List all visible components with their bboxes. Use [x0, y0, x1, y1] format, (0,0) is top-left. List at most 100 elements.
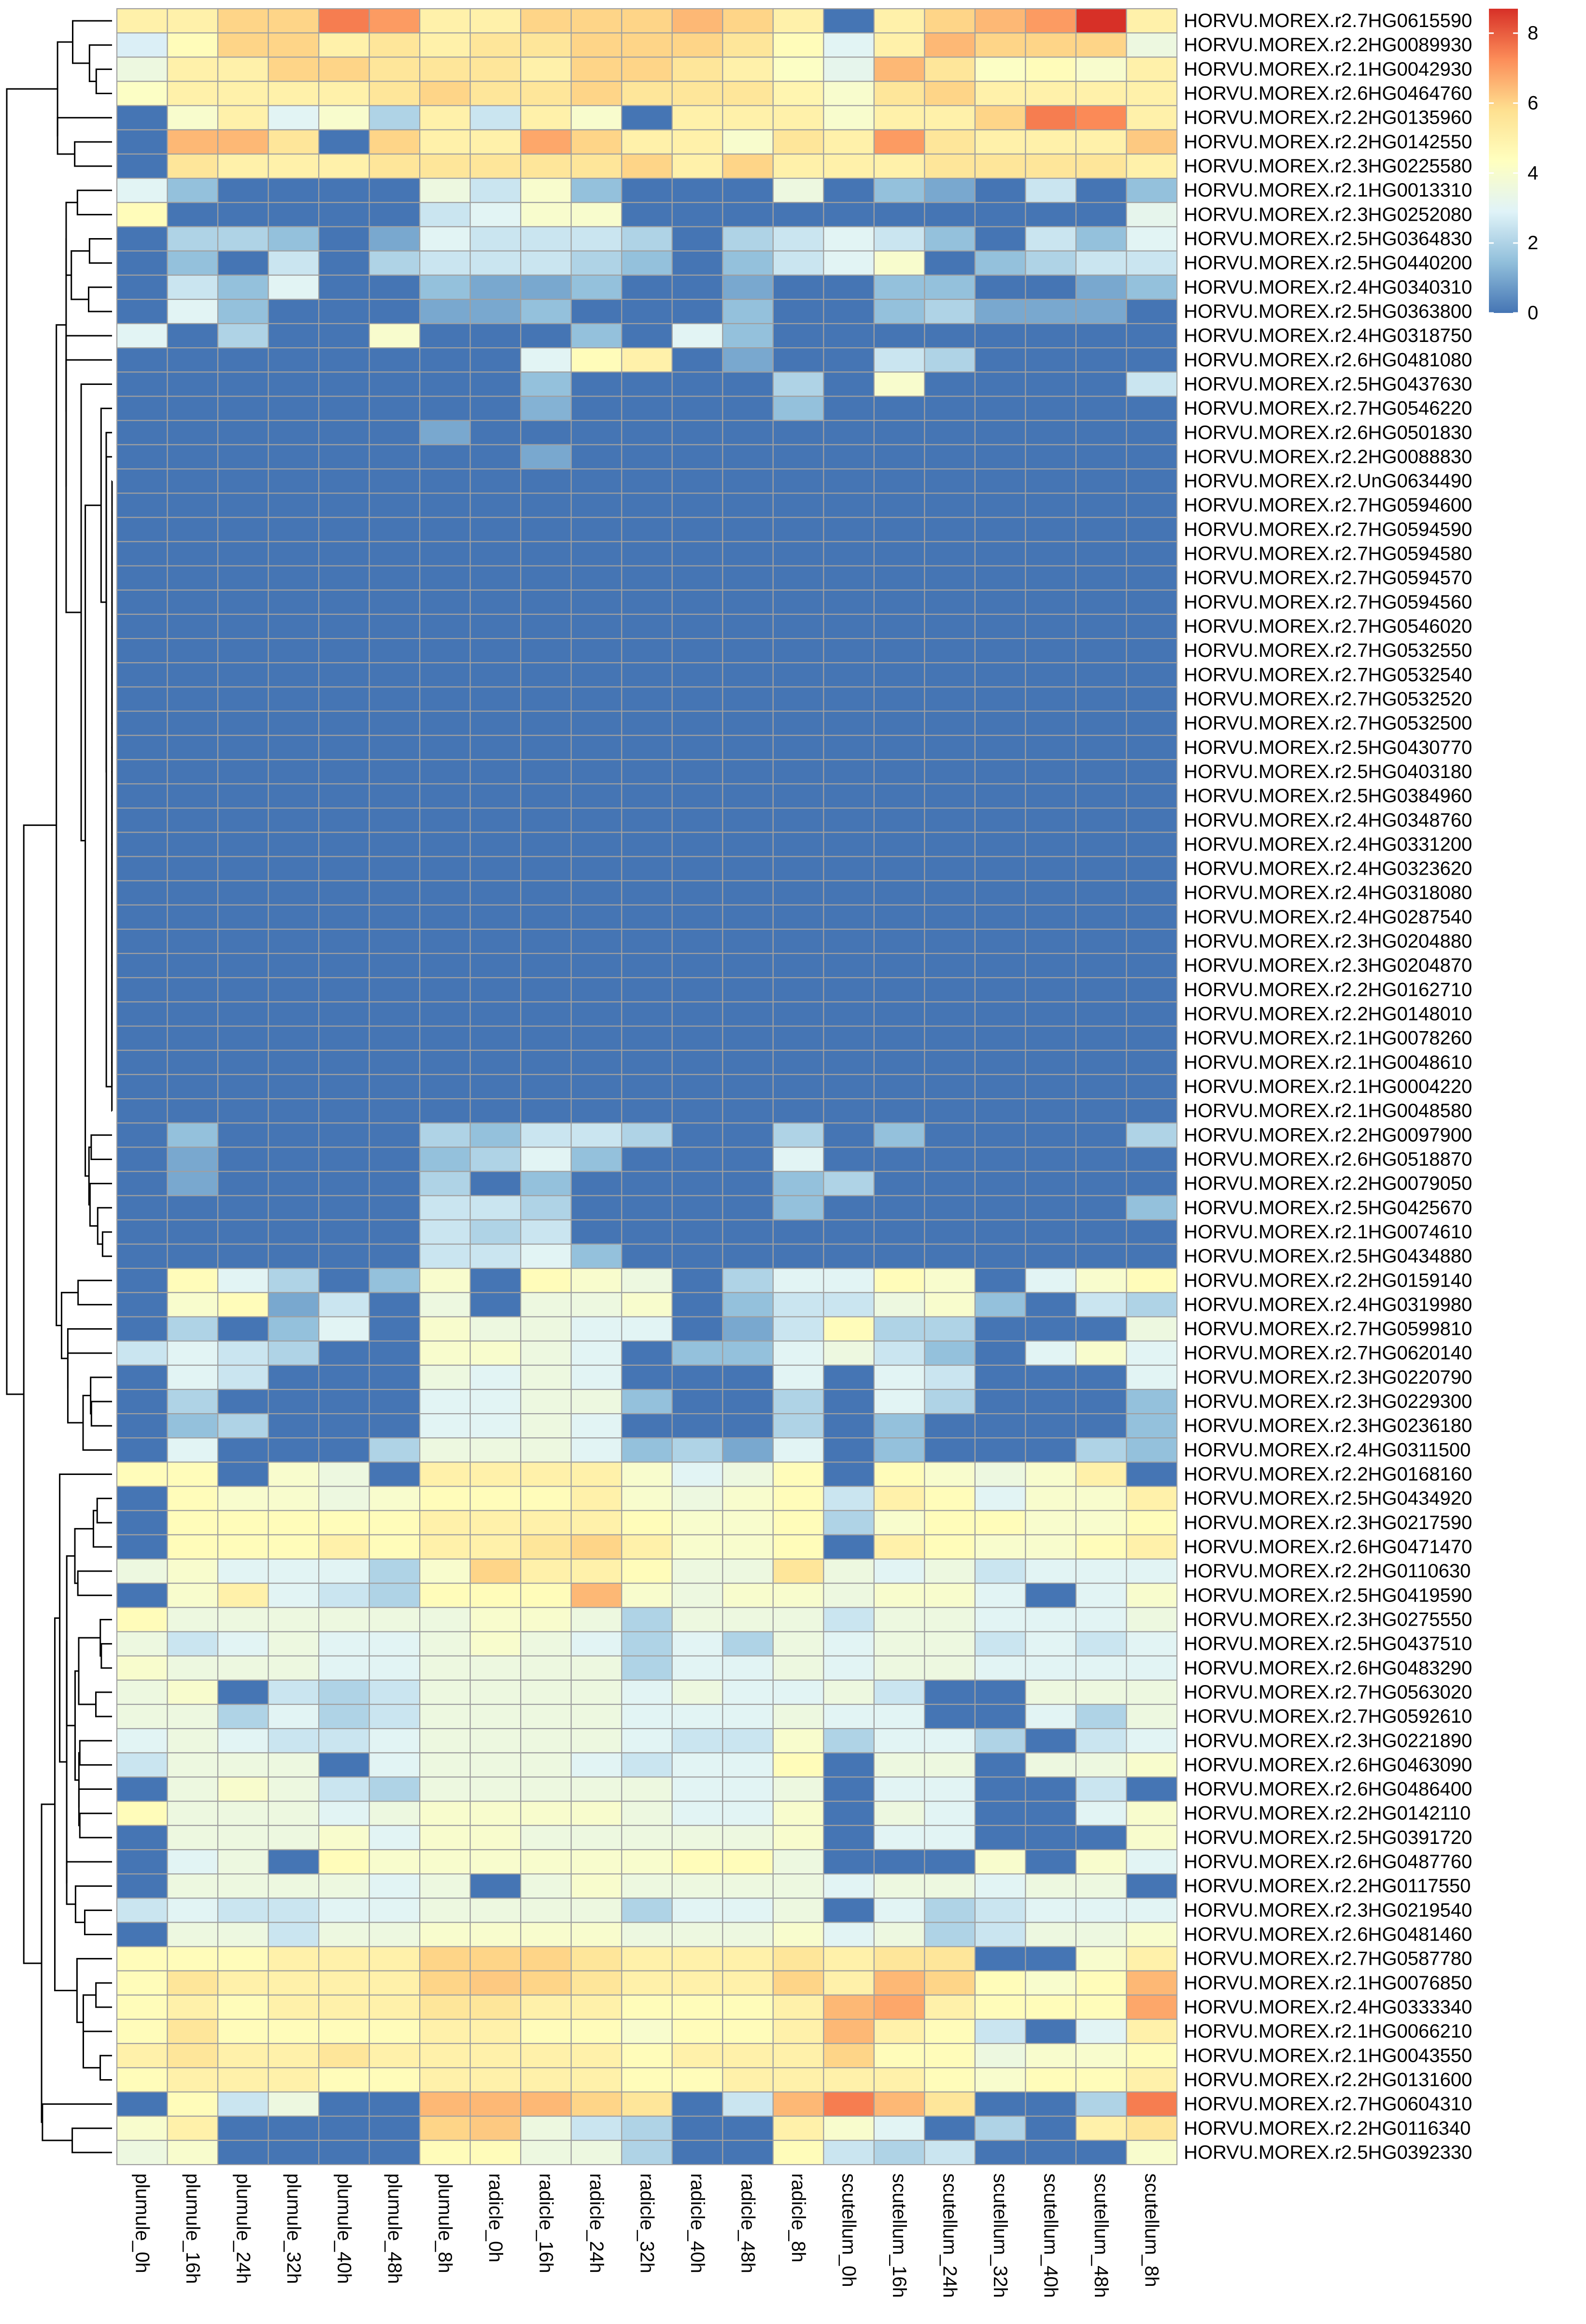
heatmap-cell — [218, 227, 269, 251]
heatmap-cell — [168, 517, 218, 541]
heatmap-cell — [1076, 1607, 1127, 1631]
heatmap-cell — [117, 1704, 168, 1729]
heatmap-cell — [420, 541, 470, 566]
row-label: HORVU.MOREX.r2.4HG0318080 — [1184, 882, 1472, 904]
heatmap-cell — [117, 1050, 168, 1075]
heatmap-cell — [218, 299, 269, 324]
heatmap-cell — [823, 9, 874, 33]
heatmap-cell — [672, 1753, 723, 1777]
heatmap-cell — [269, 1075, 319, 1099]
heatmap-cell — [975, 299, 1026, 324]
heatmap-cell — [722, 1268, 773, 1292]
heatmap-cell — [269, 1026, 319, 1050]
heatmap-cell — [269, 1559, 319, 1583]
heatmap-cell — [975, 1220, 1026, 1244]
heatmap-cell — [924, 57, 975, 81]
heatmap-cell — [420, 1850, 470, 1874]
heatmap-cell — [1076, 784, 1127, 808]
heatmap-cell — [672, 1487, 723, 1511]
heatmap-cell — [622, 1050, 672, 1075]
row-label: HORVU.MOREX.r2.5HG0403180 — [1184, 761, 1472, 782]
heatmap-cell — [420, 1898, 470, 1922]
heatmap-cell — [369, 1487, 420, 1511]
heatmap-cell — [672, 566, 723, 590]
heatmap-cell — [470, 736, 521, 760]
heatmap-cell — [1076, 397, 1127, 421]
heatmap-cell — [924, 81, 975, 105]
heatmap-cell — [722, 881, 773, 905]
heatmap-cell — [1126, 421, 1177, 445]
heatmap-cell — [924, 1511, 975, 1535]
heatmap-cell — [117, 881, 168, 905]
heatmap-cell — [521, 1535, 571, 1559]
heatmap-cell — [773, 1559, 824, 1583]
heatmap-cell — [622, 953, 672, 978]
heatmap-cell — [470, 1244, 521, 1268]
row-label: HORVU.MOREX.r2.1HG0048580 — [1184, 1100, 1472, 1121]
heatmap-cell — [1025, 1438, 1076, 1462]
heatmap-cell — [1076, 1147, 1127, 1171]
dendrogram-branch — [106, 457, 112, 1087]
heatmap-cell — [117, 251, 168, 275]
heatmap-cell — [168, 2068, 218, 2092]
heatmap-cell — [369, 566, 420, 590]
heatmap-cell — [470, 202, 521, 227]
heatmap-cell — [975, 1753, 1026, 1777]
row-label: HORVU.MOREX.r2.5HG0363800 — [1184, 301, 1472, 322]
heatmap-cell — [319, 1487, 369, 1511]
heatmap-cell — [571, 1704, 622, 1729]
row-label: HORVU.MOREX.r2.7HG0620140 — [1184, 1343, 1472, 1364]
heatmap-cell — [319, 784, 369, 808]
heatmap-cell — [924, 2092, 975, 2116]
heatmap-cell — [470, 1292, 521, 1317]
heatmap-cell — [269, 81, 319, 105]
heatmap-cell — [420, 2116, 470, 2140]
heatmap-cell — [672, 760, 723, 784]
heatmap-cell — [1025, 348, 1076, 372]
heatmap-cell — [319, 1389, 369, 1414]
heatmap-cell — [722, 154, 773, 178]
heatmap-cell — [117, 711, 168, 736]
heatmap-cell — [874, 905, 925, 929]
heatmap-cell — [1126, 736, 1177, 760]
heatmap-cell — [470, 517, 521, 541]
dendrogram-branch — [79, 1638, 100, 1704]
heatmap-cell — [521, 1826, 571, 1850]
heatmap-cell — [622, 590, 672, 614]
heatmap-cell — [218, 1826, 269, 1850]
dendrogram-branch — [98, 1208, 112, 1244]
heatmap-cell — [773, 1922, 824, 1946]
heatmap-cell — [1025, 1317, 1076, 1341]
heatmap-cell — [218, 1414, 269, 1438]
heatmap-cell — [470, 1026, 521, 1050]
heatmap-cell — [218, 1583, 269, 1607]
heatmap-cell — [1126, 1801, 1177, 1826]
heatmap-cell — [1126, 1365, 1177, 1389]
heatmap-cell — [1126, 493, 1177, 517]
heatmap-cell — [117, 929, 168, 953]
dendrogram-branch — [106, 433, 112, 772]
dendrogram-branch — [75, 1886, 112, 1922]
heatmap-cell — [521, 590, 571, 614]
heatmap-cell — [117, 2092, 168, 2116]
heatmap-cell — [1025, 1099, 1076, 1123]
heatmap-cell — [975, 106, 1026, 130]
heatmap-cell — [168, 1850, 218, 1874]
heatmap-cell — [470, 493, 521, 517]
heatmap-cell — [369, 57, 420, 81]
dendrogram-branch — [80, 1814, 112, 1838]
heatmap-cell — [924, 33, 975, 57]
heatmap-cell — [218, 251, 269, 275]
heatmap-cell — [269, 106, 319, 130]
row-label: HORVU.MOREX.r2.7HG0532520 — [1184, 688, 1472, 709]
heatmap-cell — [218, 1535, 269, 1559]
heatmap-cell — [117, 1535, 168, 1559]
heatmap-cell — [874, 1365, 925, 1389]
heatmap-cell — [117, 1971, 168, 1995]
heatmap-cell — [874, 493, 925, 517]
heatmap-cell — [823, 1220, 874, 1244]
heatmap-cell — [521, 1268, 571, 1292]
heatmap-cell — [218, 421, 269, 445]
heatmap-cell — [571, 760, 622, 784]
heatmap-cell — [874, 832, 925, 856]
